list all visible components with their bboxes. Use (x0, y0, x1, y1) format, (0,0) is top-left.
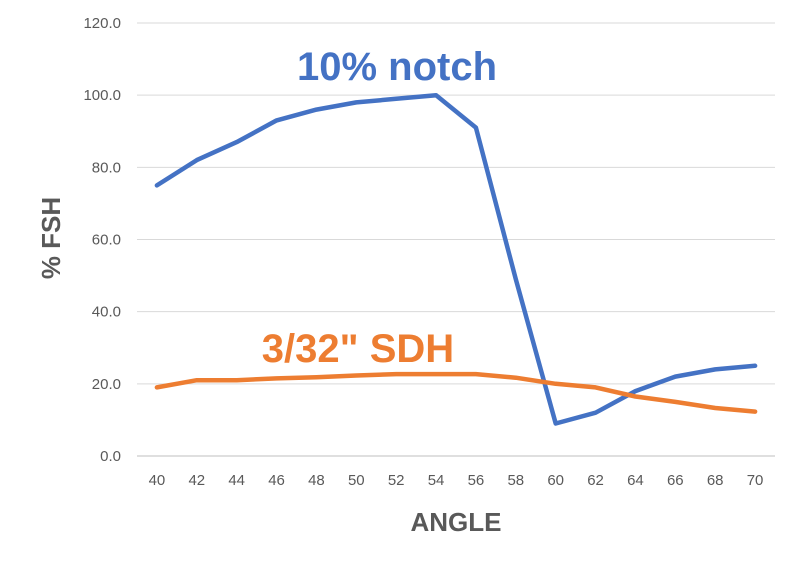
x-tick-label: 44 (228, 472, 245, 489)
series-line-1 (154, 371, 758, 414)
x-tick-label: 48 (308, 472, 325, 489)
y-tick-label: 60.0 (92, 232, 121, 249)
y-tick-label: 120.0 (83, 15, 121, 32)
x-tick-label: 46 (268, 472, 285, 489)
series-label-sdh: 3/32" SDH (262, 327, 454, 371)
x-tick-label: 40 (149, 472, 166, 489)
x-tick-label: 64 (627, 472, 644, 489)
x-tick-label: 52 (388, 472, 405, 489)
x-tick-label: 58 (507, 472, 524, 489)
series-label-10-notch: 10% notch (297, 45, 497, 89)
series-line-0 (154, 92, 758, 426)
x-tick-label: 62 (587, 472, 604, 489)
y-tick-label: 40.0 (92, 304, 121, 321)
x-tick-label: 42 (188, 472, 205, 489)
x-tick-label: 66 (667, 472, 684, 489)
y-axis-title: % FSH (36, 197, 66, 279)
y-axis-ticks: 0.0 20.0 40.0 60.0 80.0 100.0 120.0 (83, 15, 121, 465)
y-tick-label: 0.0 (100, 448, 121, 465)
y-tick-label: 80.0 (92, 159, 121, 176)
y-tick-label: 100.0 (83, 87, 121, 104)
x-tick-label: 50 (348, 472, 365, 489)
y-tick-label: 20.0 (92, 376, 121, 393)
x-tick-label: 70 (747, 472, 764, 489)
x-tick-label: 60 (547, 472, 564, 489)
x-tick-label: 56 (468, 472, 485, 489)
x-tick-label: 54 (428, 472, 445, 489)
x-tick-label: 68 (707, 472, 724, 489)
x-axis-ticks: 40 42 44 46 48 50 52 54 56 58 60 62 64 66 68 70 (149, 472, 764, 489)
x-axis-title: ANGLE (411, 507, 502, 537)
gridlines (137, 22, 775, 457)
series-lines (154, 92, 758, 426)
